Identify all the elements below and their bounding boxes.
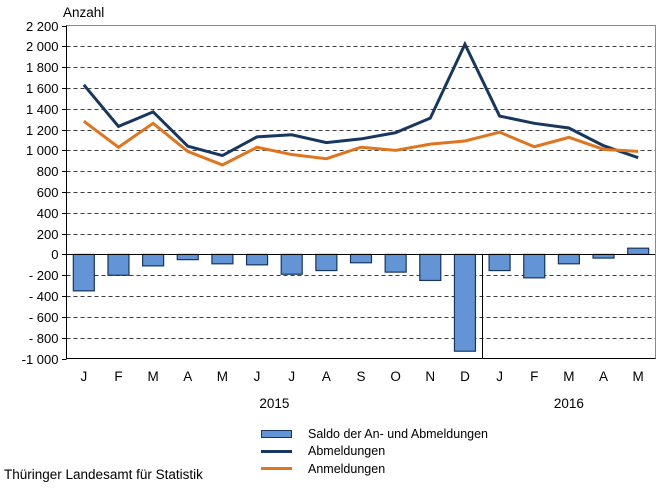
saldo-swatch	[261, 429, 292, 438]
svg-text:- 800: - 800	[29, 331, 59, 346]
svg-text:M: M	[147, 369, 158, 384]
svg-text:200: 200	[37, 227, 59, 242]
svg-text:A: A	[183, 369, 192, 384]
svg-text:2016: 2016	[554, 396, 584, 411]
svg-text:J: J	[496, 369, 503, 384]
source-attribution: Thüringer Landesamt für Statistik	[4, 467, 203, 482]
svg-text:2015: 2015	[259, 396, 289, 411]
svg-text:- 200: - 200	[29, 268, 59, 283]
svg-text:800: 800	[37, 164, 59, 179]
svg-text:0: 0	[51, 247, 58, 262]
anmeldungen-swatch	[261, 467, 292, 471]
svg-text:- 600: - 600	[29, 310, 59, 325]
legend-label-abmeldungen: Abmeldungen	[308, 444, 386, 459]
svg-text:A: A	[599, 369, 608, 384]
svg-text:D: D	[460, 369, 470, 384]
svg-text:A: A	[322, 369, 331, 384]
legend-item-abmeldungen: Abmeldungen	[261, 443, 488, 461]
svg-text:N: N	[425, 369, 435, 384]
svg-text:2 000: 2 000	[26, 39, 59, 54]
legend: Saldo der An- und Abmeldungen Abmeldunge…	[261, 425, 488, 478]
svg-text:M: M	[217, 369, 228, 384]
svg-text:J: J	[254, 369, 261, 384]
svg-text:J: J	[288, 369, 295, 384]
legend-label-anmeldungen: Anmeldungen	[308, 461, 386, 476]
svg-text:1 800: 1 800	[26, 60, 59, 75]
legend-label-saldo: Saldo der An- und Abmeldungen	[308, 426, 488, 441]
svg-text:600: 600	[37, 185, 59, 200]
svg-text:- 400: - 400	[29, 289, 59, 304]
svg-text:F: F	[530, 369, 538, 384]
svg-text:1 400: 1 400	[26, 102, 59, 117]
svg-text:F: F	[114, 369, 122, 384]
y-axis-title: Anzahl	[63, 5, 105, 20]
svg-text:400: 400	[37, 206, 59, 221]
svg-text:1 200: 1 200	[26, 123, 59, 138]
svg-text:J: J	[80, 369, 87, 384]
svg-text:1 600: 1 600	[26, 81, 59, 96]
svg-text:S: S	[356, 369, 365, 384]
legend-item-anmeldungen: Anmeldungen	[261, 460, 488, 478]
svg-text:M: M	[633, 369, 644, 384]
abmeldungen-swatch	[261, 449, 292, 453]
svg-text:O: O	[390, 369, 401, 384]
legend-item-saldo: Saldo der An- und Abmeldungen	[261, 425, 488, 443]
svg-text:-1 000: -1 000	[22, 352, 59, 367]
svg-text:2 200: 2 200	[26, 19, 59, 34]
svg-text:1 000: 1 000	[26, 143, 59, 158]
svg-text:M: M	[563, 369, 574, 384]
